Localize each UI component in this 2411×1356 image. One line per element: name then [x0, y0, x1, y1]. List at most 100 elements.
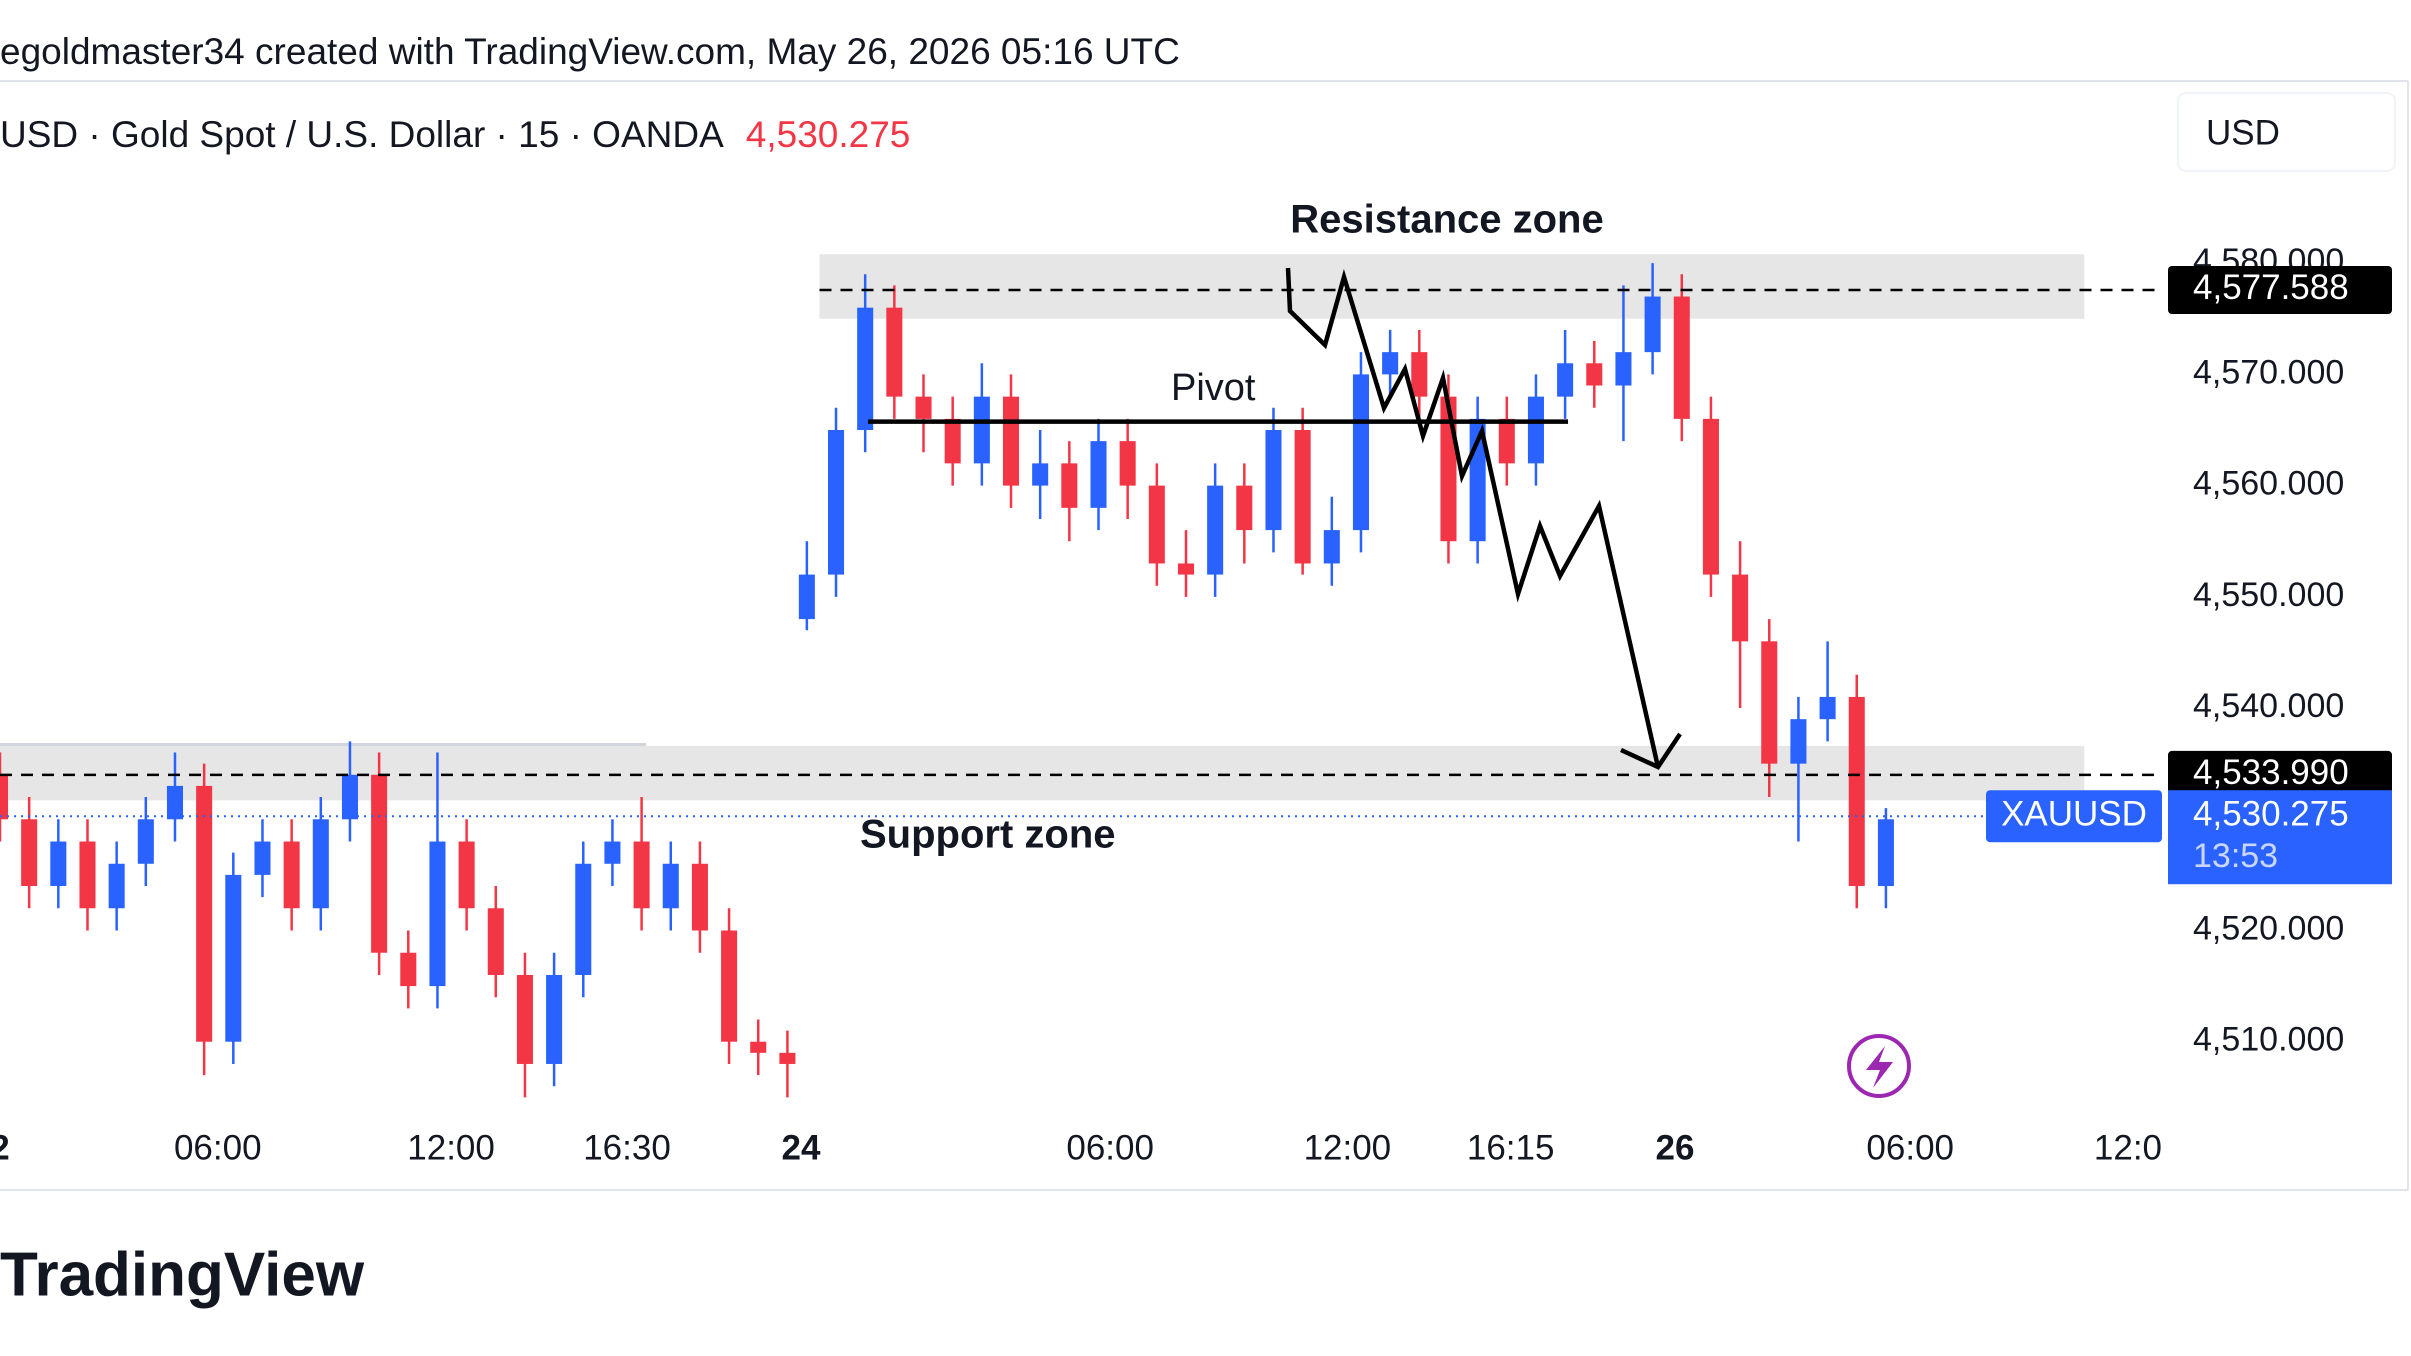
candle-body	[1177, 563, 1195, 575]
x-tick-label: 16:30	[583, 1128, 671, 1167]
candle-body	[1323, 530, 1340, 564]
x-tick-label: 12:00	[407, 1128, 495, 1167]
y-tick-label: 4,510.000	[2193, 1021, 2344, 1059]
x-tick-label: 26	[1655, 1128, 1694, 1167]
x-tick-label: 2	[0, 1128, 10, 1167]
y-tick-label: 4,520.000	[2193, 909, 2344, 947]
currency-button[interactable]	[2177, 92, 2396, 172]
candle-body	[1061, 463, 1078, 508]
candle-body	[429, 841, 446, 987]
candle-body	[196, 785, 213, 1042]
candle-body	[166, 785, 184, 820]
symbol-tag-box	[1986, 790, 2162, 843]
candle-body	[1761, 641, 1778, 764]
header-credit: egoldmaster34 created with TradingView.c…	[0, 31, 1180, 72]
x-tick-label: 12:00	[1304, 1128, 1392, 1167]
candle-body	[21, 819, 38, 887]
candle-body	[662, 863, 679, 909]
pivot-label: Pivot	[1171, 367, 1256, 409]
candle-body	[575, 863, 592, 975]
candle-body	[1527, 396, 1544, 464]
candle-body	[1382, 352, 1399, 375]
candle-body	[1236, 485, 1253, 531]
candle-body	[1265, 430, 1282, 531]
candle-body	[798, 574, 815, 620]
x-tick-label: 06:00	[1866, 1128, 1954, 1167]
candle-body	[1090, 441, 1107, 508]
last-price-box	[2168, 790, 2392, 885]
projection-arrowhead	[1620, 732, 1682, 770]
candle-body	[973, 396, 990, 464]
projection-zigzag	[1285, 267, 1661, 768]
candle-body	[1673, 296, 1690, 419]
candle-body	[546, 974, 563, 1064]
level-label-box	[2168, 750, 2392, 799]
alert-bolt[interactable]	[1866, 1046, 1893, 1088]
candle-body	[487, 908, 504, 975]
candle-body	[944, 418, 961, 464]
candle-body	[1877, 819, 1894, 887]
candle-body	[1615, 352, 1632, 386]
candle-body	[1119, 441, 1136, 486]
candle-body	[691, 863, 708, 931]
alert-icon[interactable]	[1847, 1034, 1911, 1098]
candle-body	[79, 841, 96, 909]
candle-body	[1411, 352, 1428, 397]
candle-body	[750, 1041, 767, 1053]
candle-body	[137, 819, 154, 864]
level-label: 4,533.990	[2193, 753, 2349, 792]
candle-body	[1498, 418, 1515, 464]
resistance-zone	[819, 254, 2085, 319]
candle-body	[857, 307, 874, 431]
symbol-desc: USD · Gold Spot / U.S. Dollar · 15 · OAN…	[0, 114, 724, 155]
candle-body	[1586, 363, 1603, 386]
candle-body	[1294, 430, 1311, 564]
y-tick-label: 4,570.000	[2193, 353, 2344, 391]
candle-body	[1207, 485, 1224, 575]
candle-body	[633, 841, 650, 909]
candle-body	[516, 974, 533, 1064]
candle-body	[108, 863, 125, 909]
candle-body	[458, 841, 475, 909]
x-tick-label: 12:0	[2094, 1128, 2162, 1167]
candle-body	[1819, 696, 1836, 720]
candle-body	[1790, 719, 1807, 764]
candle-body	[50, 841, 67, 887]
candle-body	[341, 774, 358, 820]
candle-body	[1440, 396, 1457, 542]
candle-body	[1702, 418, 1719, 575]
symbol-tag: XAUUSD	[2001, 794, 2147, 833]
support-label: Support zone	[860, 813, 1116, 857]
currency-label[interactable]: USD	[2206, 113, 2280, 152]
candle-body	[1148, 485, 1165, 564]
candle-body	[1352, 374, 1369, 531]
y-tick-label: 4,550.000	[2193, 576, 2344, 614]
candle-body	[283, 841, 300, 909]
candle-body	[721, 930, 738, 1042]
brand-logo: TradingView	[0, 1240, 365, 1309]
candle-body	[886, 307, 903, 397]
candle-body	[1032, 463, 1049, 486]
level-label-box	[2168, 265, 2392, 314]
candle-body	[400, 952, 417, 987]
candle-body	[1732, 574, 1749, 642]
x-tick-label: 16:15	[1467, 1128, 1555, 1167]
countdown: 13:53	[2193, 837, 2278, 875]
level-label: 4,577.588	[2193, 268, 2349, 307]
candle-body	[1002, 396, 1020, 486]
y-tick-label: 4,560.000	[2193, 465, 2344, 503]
candle-body	[1644, 296, 1661, 353]
candle-body	[1848, 696, 1865, 887]
candle-body	[312, 819, 329, 909]
x-tick-label: 24	[782, 1128, 821, 1167]
candle-body	[1557, 363, 1574, 397]
x-tick-label: 06:00	[174, 1128, 262, 1167]
candle-body	[371, 774, 388, 953]
symbol-info: USD · Gold Spot / U.S. Dollar · 15 · OAN…	[0, 114, 910, 155]
header-price: 4,530.275	[746, 114, 911, 155]
candle-body	[604, 841, 621, 864]
plot: Pivot Resistance zone Support zone	[0, 198, 2085, 1098]
candle-body	[915, 396, 932, 419]
candle-body	[254, 841, 271, 875]
